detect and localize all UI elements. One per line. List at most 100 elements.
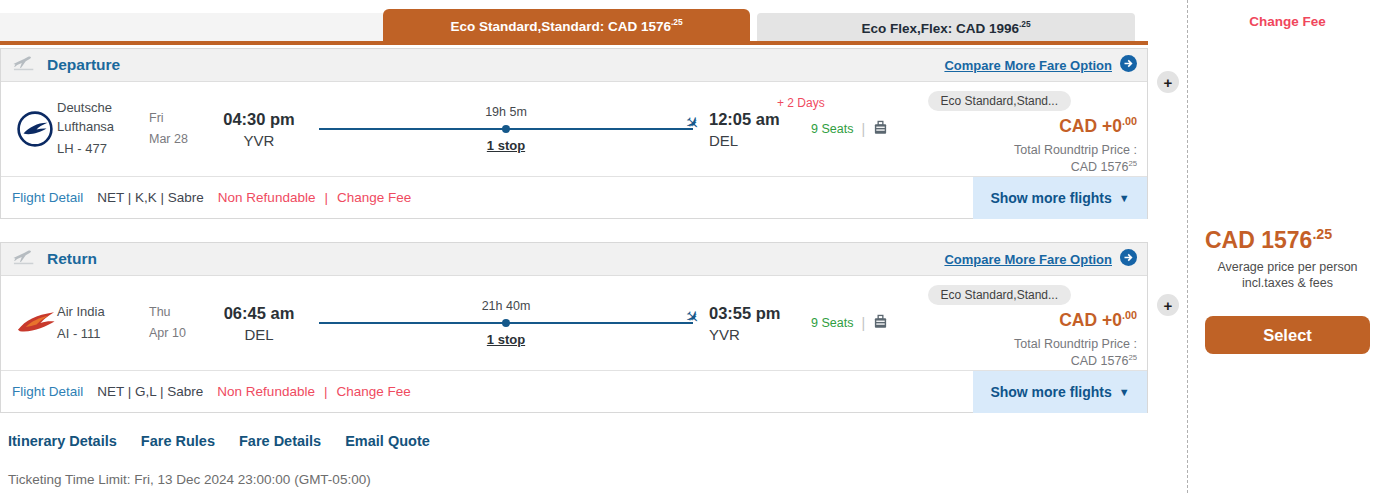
show-more-flights-button[interactable]: Show more flights ▼ <box>973 371 1147 413</box>
takeoff-plane-icon <box>13 249 37 269</box>
departure-time: 06:45 am <box>209 304 309 323</box>
tab-eco-standard[interactable]: Eco Standard,Standard: CAD 1576.25 <box>383 9 750 41</box>
days-offset-label: + 2 Days <box>777 96 825 110</box>
return-flight-row: Air India AI - 111 Thu Apr 10 06:45 am D… <box>1 276 1147 370</box>
departure-airport: DEL <box>209 326 309 343</box>
fare-results-panel: Eco Standard,Standard: CAD 1576.25 Eco F… <box>0 0 1148 487</box>
air-india-logo-icon <box>1 308 57 338</box>
tab-label: Eco Standard,Standard: CAD 1576 <box>450 18 671 33</box>
fare-details-link[interactable]: Fare Details <box>239 433 321 449</box>
departure-flight-row: Deutsche Lufthansa LH - 477 Fri Mar 28 0… <box>1 82 1147 176</box>
flight-path-line: ✈ <box>319 322 693 324</box>
stop-dot-icon <box>502 125 510 133</box>
itinerary-details-link[interactable]: Itinerary Details <box>8 433 117 449</box>
change-fee-link[interactable]: Change Fee <box>337 190 411 205</box>
departure-airport: YVR <box>209 132 309 149</box>
stops-link[interactable]: 1 stop <box>319 332 693 347</box>
ticketing-time-limit: Ticketing Time Limit: Fri, 13 Dec 2024 2… <box>0 472 1148 487</box>
arrival-airport: YVR <box>709 326 811 343</box>
flight-date-value: Apr 10 <box>149 323 209 344</box>
seats-count: 9 Seats <box>811 122 853 136</box>
arrow-circle-icon <box>1120 249 1137 269</box>
price-block: Eco Standard,Stand... CAD +0.00 Total Ro… <box>929 82 1147 174</box>
seats-count: 9 Seats <box>811 316 853 330</box>
return-card-footer: Flight Detail NET | G,L | Sabre Non Refu… <box>1 370 1147 412</box>
stops-link[interactable]: 1 stop <box>319 138 693 153</box>
show-more-label: Show more flights <box>990 190 1111 206</box>
select-button[interactable]: Select <box>1205 316 1370 354</box>
flight-number: LH - 477 <box>57 140 149 159</box>
airline-info: Air India AI - 111 <box>57 303 149 344</box>
non-refundable-label: Non Refundable <box>217 384 315 399</box>
flight-detail-link[interactable]: Flight Detail <box>12 190 83 205</box>
change-fee-link[interactable]: Change Fee <box>1188 14 1387 29</box>
fare-badge: Eco Standard,Stand... <box>928 91 1071 111</box>
arrival-time: 12:05 am <box>709 110 811 129</box>
add-return-button[interactable]: + <box>1157 294 1179 316</box>
total-price-label: Total Roundtrip Price : <box>1014 143 1137 157</box>
tab-price-sup: .25 <box>671 17 683 27</box>
compare-fare-link[interactable]: Compare More Fare Option <box>944 249 1137 269</box>
seats-block: 9 Seats | <box>811 120 929 139</box>
fare-rules-link[interactable]: Fare Rules <box>141 433 215 449</box>
price-note-line1: Average price per person <box>1188 260 1387 274</box>
arrival-airport: DEL <box>709 132 811 149</box>
price-delta: CAD +0.00 <box>1059 309 1137 331</box>
seats-separator: | <box>861 315 865 331</box>
footer-links: Flight Detail NET | K,K | Sabre Non Refu… <box>1 190 411 205</box>
flight-day: Thu <box>149 302 209 323</box>
average-price: CAD 1576.25 <box>1188 226 1387 254</box>
departure-card-footer: Flight Detail NET | K,K | Sabre Non Refu… <box>1 176 1147 218</box>
arrival-time-block: 03:55 pm YVR <box>709 304 811 343</box>
email-quote-link[interactable]: Email Quote <box>345 433 430 449</box>
takeoff-plane-icon <box>13 55 37 75</box>
price-summary-panel: Change Fee CAD 1576.25 Average price per… <box>1187 0 1387 493</box>
fare-tab-bar: Eco Standard,Standard: CAD 1576.25 Eco F… <box>0 13 1148 45</box>
tab-gap <box>750 13 757 41</box>
return-title: Return <box>13 249 97 269</box>
add-departure-button[interactable]: + <box>1157 71 1179 93</box>
baggage-icon <box>873 314 888 333</box>
refund-info: Non Refundable | Change Fee <box>217 384 410 399</box>
fare-meta: NET | G,L | Sabre <box>97 384 203 399</box>
departure-title: Departure <box>13 55 120 75</box>
lufthansa-logo-icon <box>1 110 57 148</box>
footer-links: Flight Detail NET | G,L | Sabre Non Refu… <box>1 384 411 399</box>
section-title-label: Return <box>47 250 97 268</box>
return-card: Return Compare More Fare Option Air Indi… <box>0 242 1148 413</box>
fare-badge: Eco Standard,Stand... <box>928 285 1071 305</box>
flight-day: Fri <box>149 108 209 129</box>
tab-eco-flex[interactable]: Eco Flex,Flex: CAD 1996.25 <box>757 13 1135 41</box>
flight-path-line: ✈ <box>319 128 693 130</box>
caret-down-icon: ▼ <box>1119 192 1130 204</box>
plus-icon: + <box>1164 297 1173 314</box>
tab-bar-spacer <box>0 13 383 41</box>
average-price-block: CAD 1576.25 Average price per person inc… <box>1188 226 1387 290</box>
price-note-line2: incl.taxes & fees <box>1188 276 1387 290</box>
compare-fare-label: Compare More Fare Option <box>944 58 1112 73</box>
flight-detail-link[interactable]: Flight Detail <box>12 384 83 399</box>
arrow-circle-icon <box>1120 55 1137 75</box>
compare-fare-link[interactable]: Compare More Fare Option <box>944 55 1137 75</box>
total-price-label: Total Roundtrip Price : <box>1014 337 1137 351</box>
airline-info: Deutsche Lufthansa LH - 477 <box>57 99 149 159</box>
compare-fare-label: Compare More Fare Option <box>944 252 1112 267</box>
baggage-icon <box>873 120 888 139</box>
seats-block: 9 Seats | <box>811 314 929 333</box>
flight-path: 21h 40m ✈ 1 stop <box>309 299 709 347</box>
caret-down-icon: ▼ <box>1119 386 1130 398</box>
total-price-value: CAD 157625 <box>1071 353 1137 368</box>
pipe-separator: | <box>324 384 328 399</box>
flight-date: Thu Apr 10 <box>149 302 209 345</box>
departure-time-block: 06:45 am DEL <box>209 304 309 343</box>
show-more-flights-button[interactable]: Show more flights ▼ <box>973 177 1147 219</box>
change-fee-link[interactable]: Change Fee <box>336 384 410 399</box>
arrival-time: 03:55 pm <box>709 304 811 323</box>
departure-header: Departure Compare More Fare Option <box>1 49 1147 82</box>
flight-duration: 21h 40m <box>319 299 693 313</box>
tab-label: Eco Flex,Flex: CAD 1996 <box>861 20 1019 35</box>
seats-separator: | <box>861 121 865 137</box>
departure-time-block: 04:30 pm YVR <box>209 110 309 149</box>
stop-dot-icon <box>502 319 510 327</box>
show-more-label: Show more flights <box>990 384 1111 400</box>
